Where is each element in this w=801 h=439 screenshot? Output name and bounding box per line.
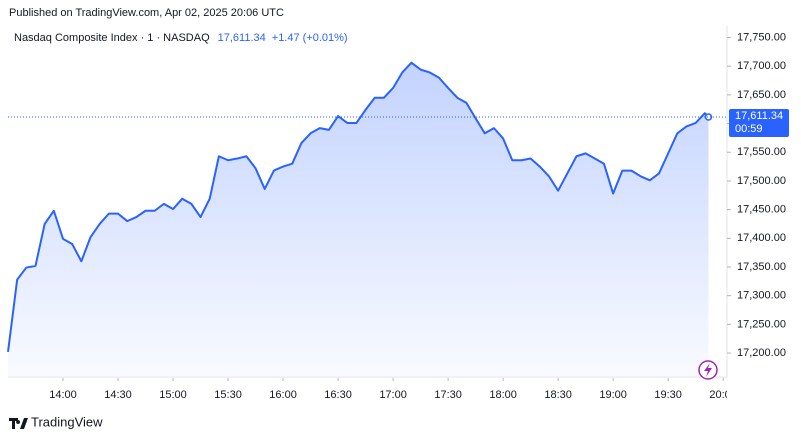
y-tick-label: 17,350.00: [737, 261, 786, 273]
y-tick-label: 17,200.00: [737, 347, 786, 359]
price-change: +1.47 (+0.01%): [272, 32, 348, 44]
last-point: [704, 113, 713, 121]
y-tick-label: 17,700.00: [737, 60, 786, 72]
countdown: 00:59: [735, 123, 763, 135]
x-tick-label: 14:00: [49, 389, 77, 401]
lightning-icon[interactable]: [698, 360, 718, 380]
y-tick-label: 17,650.00: [737, 89, 786, 101]
x-tick-label: 16:30: [324, 389, 352, 401]
logo-text: TradingView: [31, 414, 103, 429]
price-label: 17,611.34: [735, 110, 783, 122]
plot-area: [7, 61, 713, 376]
y-tick-label: 17,550.00: [737, 146, 786, 158]
x-tick-label: 18:30: [544, 389, 572, 401]
legend: Nasdaq Composite Index · 1 · NASDAQ 17,6…: [14, 32, 348, 44]
x-tick-label: 17:00: [379, 389, 407, 401]
x-tick-label: 19:30: [654, 389, 682, 401]
price-label-box: [729, 109, 789, 138]
y-tick-label: 17,450.00: [737, 204, 786, 216]
price-line-series: [7, 61, 710, 353]
symbol-name: Nasdaq Composite Index · 1 · NASDAQ: [14, 32, 210, 44]
last-price: 17,611.34: [218, 32, 266, 44]
x-tick-label: 14:30: [104, 389, 132, 401]
y-tick-label: 17,300.00: [737, 290, 786, 302]
y-tick-label: 17,500.00: [737, 175, 786, 187]
x-ticks: 14:00 14:30 15:00 15:30 16:00 16:30 17:00 17:30…: [49, 378, 737, 401]
y-tick-label: 17,400.00: [737, 232, 786, 244]
x-tick-label: 15:30: [214, 389, 242, 401]
x-tick-label: 15:00: [159, 389, 187, 401]
x-tick-label: 20:00: [709, 389, 737, 401]
published-note: Published on TradingView.com, Apr 02, 20…: [9, 7, 284, 19]
x-tick-label: 17:30: [434, 389, 462, 401]
x-tick-label: 18:00: [489, 389, 517, 401]
area-fill: [8, 62, 709, 376]
logo[interactable]: TradingView: [9, 414, 103, 429]
x-tick-label: 19:00: [599, 389, 627, 401]
y-tick-label: 17,250.00: [737, 318, 786, 330]
y-tick-label: 17,750.00: [737, 31, 786, 43]
x-tick-label: 16:00: [269, 389, 297, 401]
